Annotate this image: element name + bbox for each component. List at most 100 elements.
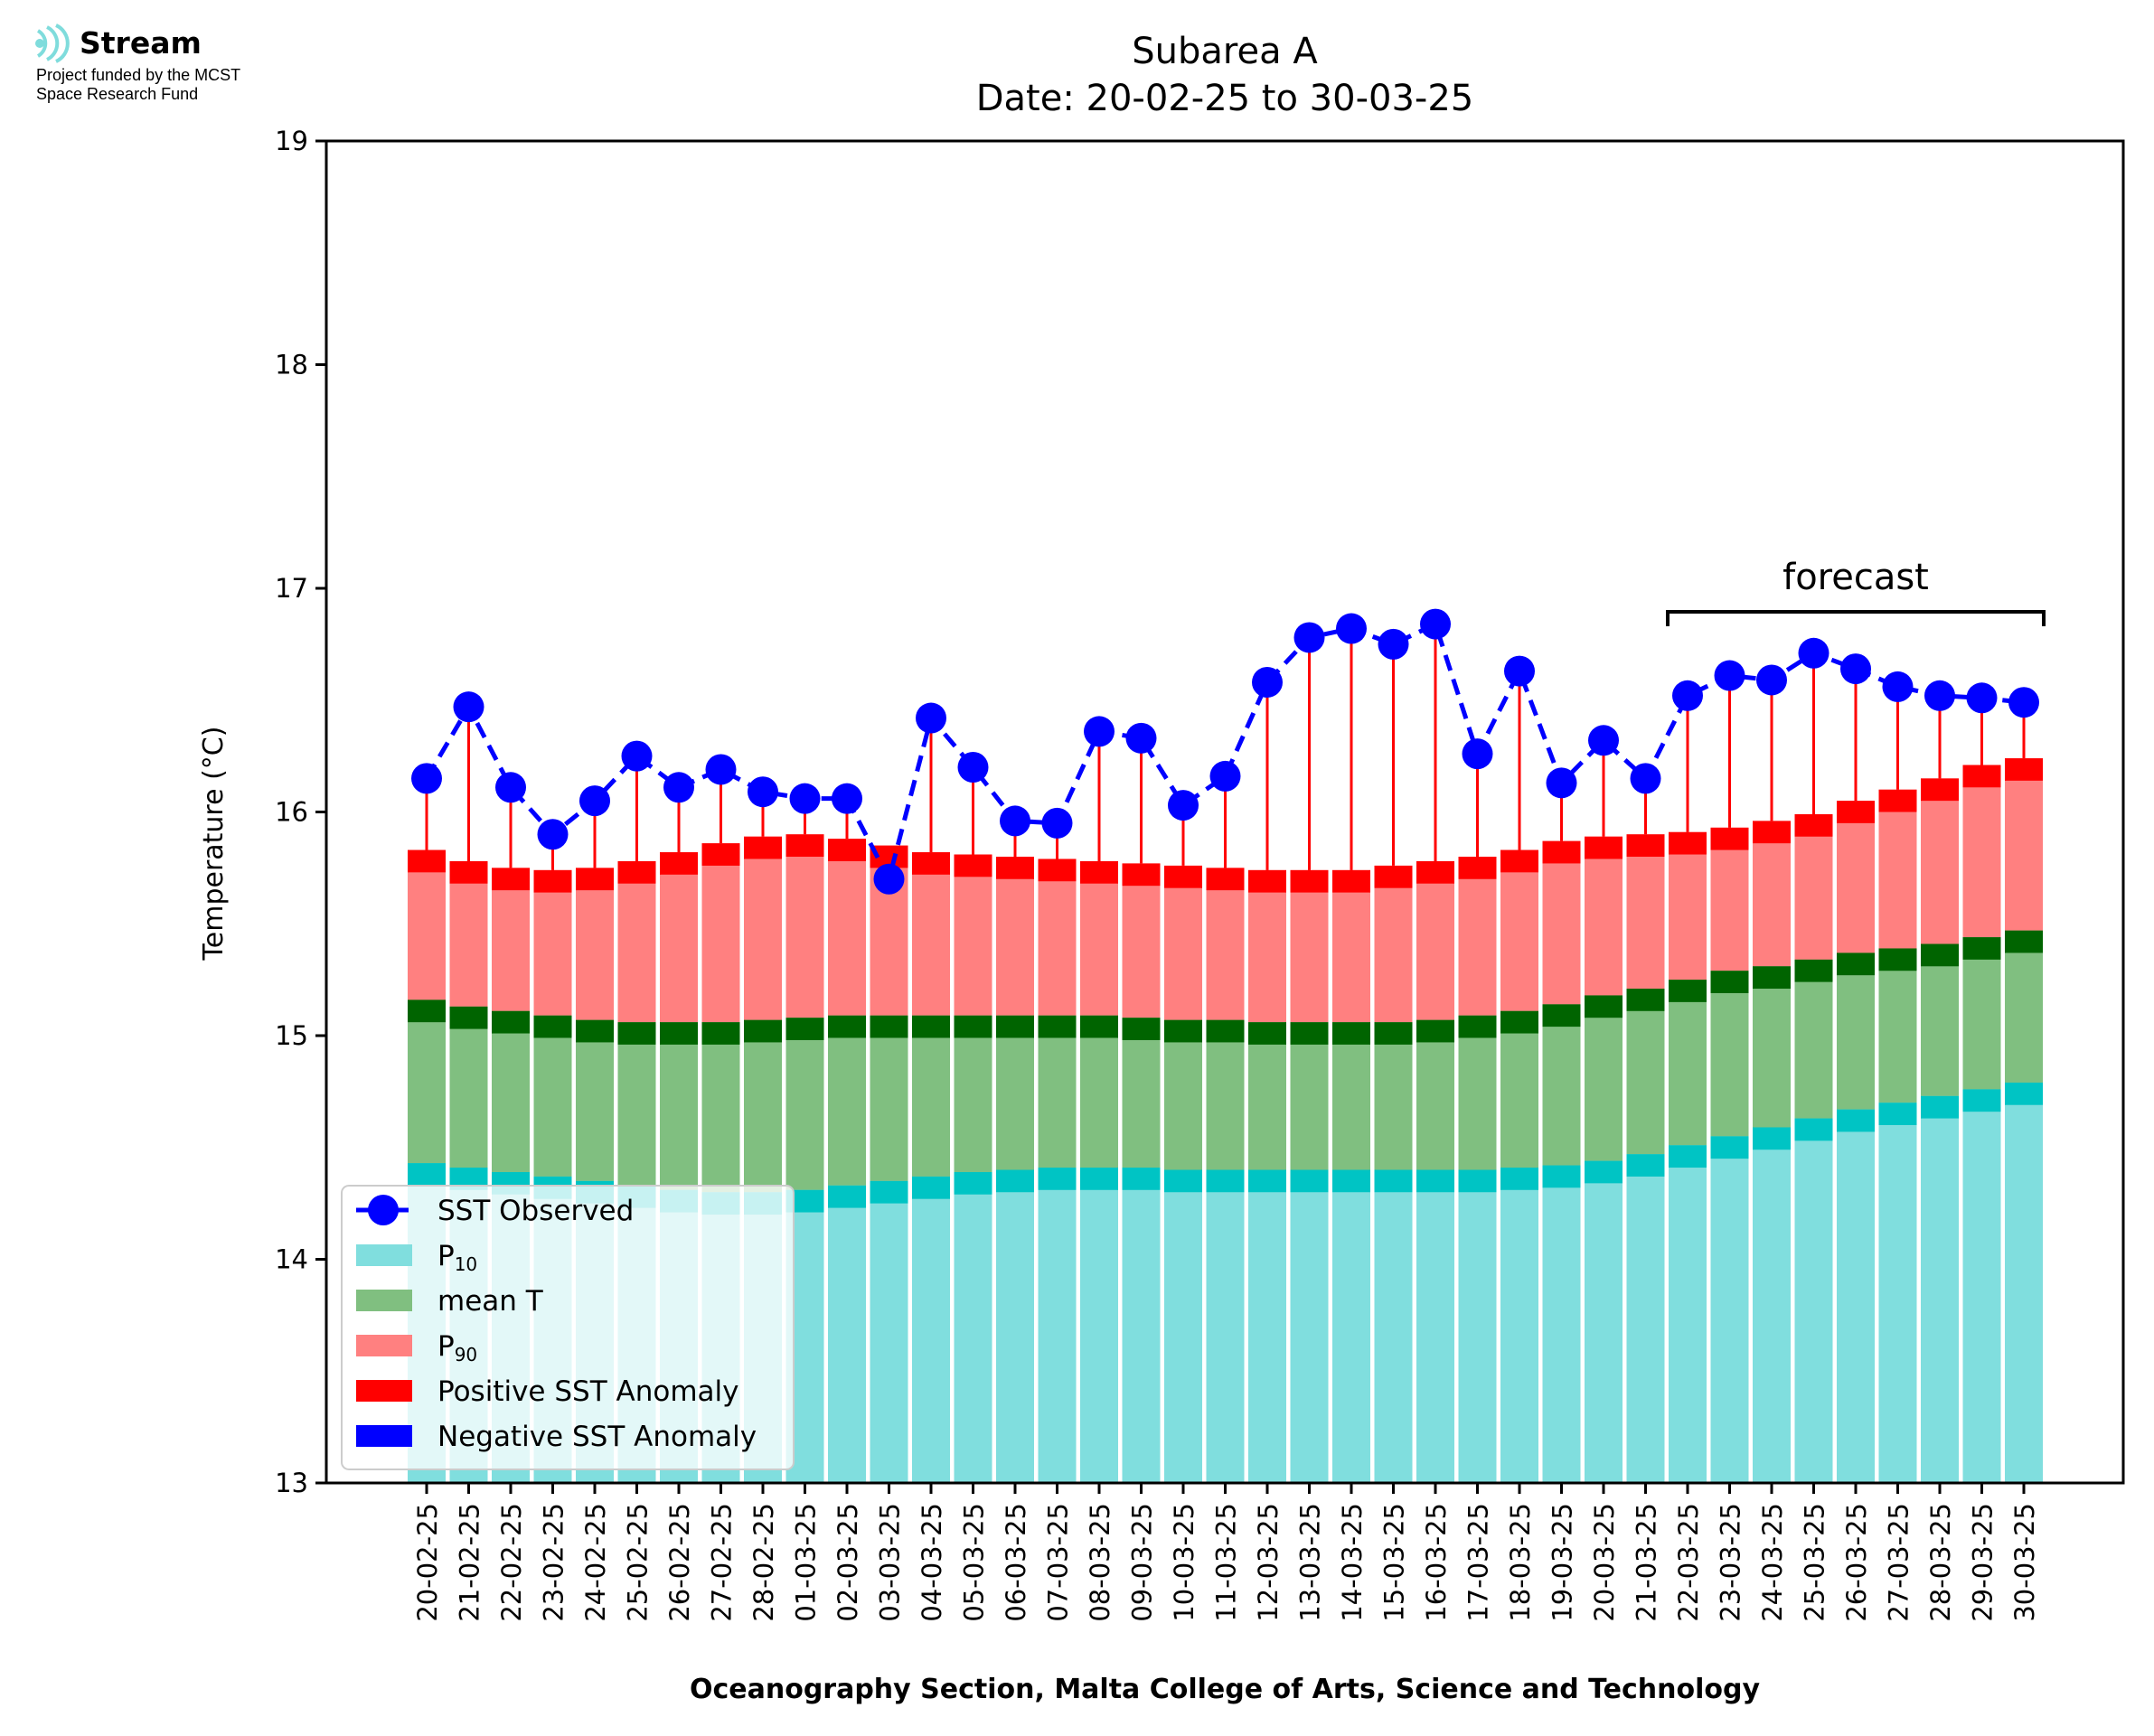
sst-observed-point [1924,680,1955,711]
p10-bar-band [1080,1168,1118,1190]
mean-bar-band [1416,1019,1454,1043]
p10-bar [1626,1154,1665,1483]
mean-bar-band [1038,1015,1077,1038]
sst-observed-point [1293,622,1325,653]
x-tick-label: 13-03-25 [1295,1503,1326,1622]
x-tick-label: 17-03-25 [1463,1503,1494,1622]
x-tick-label: 22-02-25 [496,1503,527,1622]
p90-bar-band [1122,863,1161,887]
y-tick-label: 17 [275,573,308,604]
mean-bar-band [408,999,446,1023]
p10-bar-band [1837,1109,1875,1132]
sst-observed-point [1462,738,1493,770]
mean-bar-band [576,1019,614,1043]
p10-bar-band [1290,1169,1329,1193]
x-tick-label: 02-03-25 [832,1503,863,1622]
x-tick-label: 26-03-25 [1841,1503,1872,1622]
sst-observed-point [1041,807,1073,839]
sst-observed-point [873,863,905,895]
p10-bar-band [1585,1160,1623,1184]
p10-bar [954,1171,992,1483]
sst-observed-point [916,702,946,734]
p90-bar-band [1332,869,1370,893]
x-tick-label: 18-03-25 [1505,1503,1536,1622]
p10-bar [1122,1168,1161,1483]
p10-bar [1332,1169,1370,1483]
legend-swatch [356,1380,412,1402]
sst-observed-point [2008,687,2039,718]
mean-bar-band [1669,980,1707,1002]
p10-bar [2005,1082,2043,1483]
mean-bar-band [2005,930,2043,953]
mean-bar-band [533,1015,572,1038]
p10-bar [1248,1169,1286,1483]
p90-bar-band [492,868,530,891]
p90-bar-band [660,852,698,875]
p10-bar-band [1500,1168,1538,1190]
p10-bar [1206,1169,1245,1483]
p90-bar-band [408,849,446,873]
legend-swatch [356,1290,412,1311]
mean-bar-band [1542,1004,1581,1028]
mean-bar-band [492,1010,530,1034]
p90-bar-band [449,860,488,884]
x-tick-label: 08-03-25 [1085,1503,1115,1622]
x-tick-label: 15-03-25 [1379,1503,1410,1622]
sst-observed-point [1504,655,1535,687]
sst-observed-point [1546,767,1577,799]
p10-bar [1416,1169,1454,1483]
mean-bar-band [870,1015,908,1038]
p10-bar [1290,1169,1329,1483]
mean-bar-band [785,1018,824,1040]
mean-bar-band [1332,1022,1370,1045]
legend-label: mean T [437,1285,544,1318]
p10-bar-band [1332,1169,1370,1193]
p90-bar-band [912,852,950,875]
mean-bar-band [660,1022,698,1045]
sst-observed-point [1630,763,1661,794]
p10-bar [828,1185,866,1483]
p10-bar-band [1206,1169,1245,1193]
sst-observed-point [621,740,653,772]
p10-bar [1962,1089,2001,1483]
sst-observed-point [789,783,821,814]
sst-observed-point [579,785,610,817]
p10-bar-band [1542,1165,1581,1188]
sst-observed-point [1084,716,1115,747]
y-tick-label: 14 [275,1244,308,1275]
sst-observed-point [495,772,526,803]
sst-observed-point [453,691,484,723]
sst-observed-point [1588,725,1619,756]
p10-bar-band [1626,1154,1665,1177]
x-tick-label: 23-03-25 [1716,1503,1746,1622]
p90-bar-band [1416,860,1454,884]
p90-bar-band [1374,865,1413,888]
p90-bar-band [828,839,866,861]
forecast-bracket: forecast [1666,557,2046,626]
x-tick-label: 03-03-25 [875,1503,906,1622]
p10-bar [870,1180,908,1483]
p90-bar-band [1962,765,2001,788]
x-tick-label: 22-03-25 [1673,1503,1704,1622]
x-tick-label: 16-03-25 [1421,1503,1452,1622]
sst-observed-point [1000,805,1030,837]
p10-bar-band [1248,1169,1286,1193]
p90-bar-band [533,869,572,893]
y-tick-label: 19 [275,126,308,156]
stream-wave-icon [35,23,70,63]
p90-bar-band [1626,834,1665,857]
p90-bar-band [996,857,1034,879]
p90-bar-band [1164,865,1202,888]
p90-bar-band [617,860,656,884]
mean-bar-band [1290,1022,1329,1045]
p90-bar-band [1248,869,1286,893]
p10-bar-band [828,1185,866,1208]
x-tick-label: 25-02-25 [623,1503,654,1622]
p10-bar [1710,1136,1749,1483]
sst-observed-point [1378,628,1409,660]
sst-observed-point [1798,637,1829,669]
sst-observed-point [748,776,778,808]
y-tick-label: 13 [275,1468,308,1498]
x-tick-label: 07-03-25 [1043,1503,1074,1622]
